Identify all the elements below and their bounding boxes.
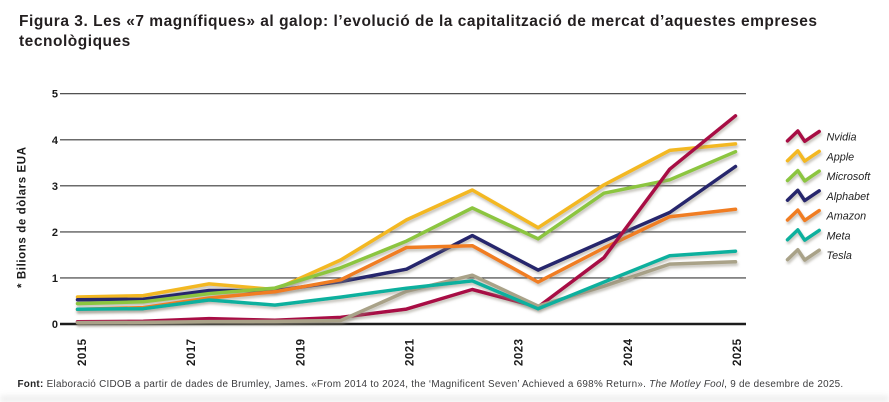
svg-text:4: 4	[52, 135, 59, 147]
svg-text:Tesla: Tesla	[827, 250, 852, 262]
svg-text:5: 5	[52, 89, 58, 101]
svg-text:Amazon: Amazon	[826, 211, 867, 223]
svg-text:2023: 2023	[514, 338, 526, 366]
svg-text:0: 0	[52, 319, 58, 331]
svg-text:2024: 2024	[623, 338, 635, 366]
svg-text:2019: 2019	[295, 338, 307, 366]
svg-text:Nvidia: Nvidia	[827, 132, 857, 144]
svg-text:2017: 2017	[186, 338, 198, 366]
svg-text:2: 2	[52, 227, 58, 239]
svg-text:1: 1	[52, 273, 58, 285]
svg-text:3: 3	[52, 181, 58, 193]
svg-text:2015: 2015	[77, 338, 89, 366]
svg-text:2021: 2021	[405, 338, 417, 366]
svg-text:Meta: Meta	[827, 230, 851, 242]
svg-text:2025: 2025	[732, 338, 744, 366]
svg-text:Alphabet: Alphabet	[826, 191, 871, 203]
svg-text:Apple: Apple	[826, 151, 855, 163]
svg-text:* Bilions de dòlars EUA: * Bilions de dòlars EUA	[17, 146, 29, 288]
svg-text:Microsoft: Microsoft	[827, 171, 872, 183]
